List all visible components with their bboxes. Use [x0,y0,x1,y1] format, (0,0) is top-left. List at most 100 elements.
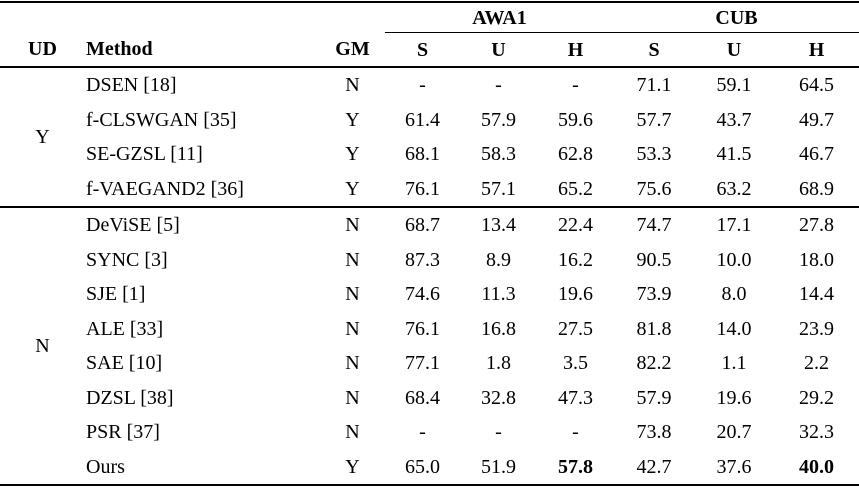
cell-awa1-s: 68.1 [405,143,440,166]
cell-awa1-u: - [495,74,502,97]
table-row: DZSL [38] N 68.4 32.8 47.3 57.9 19.6 29.… [0,381,859,416]
col-header-awa1-u: U [460,32,537,68]
cell-awa1-h: 59.6 [558,108,594,131]
cell-gm: N [345,248,360,271]
col-group-awa1: AWA1 [385,2,615,33]
cell-cub-h: 64.5 [799,74,835,97]
col-header-method: Method [85,32,320,68]
cell-cub-s: 57.7 [636,108,672,131]
table-row: SJE [1] N 74.6 11.3 19.6 73.9 8.0 14.4 [0,277,859,312]
cell-method: SJE [1] [86,283,146,306]
cell-awa1-u: - [495,421,502,444]
cell-gm: Y [345,143,360,166]
col-header-cub-h: H [774,32,859,68]
cell-awa1-u: 32.8 [481,386,516,409]
cell-awa1-s: - [419,74,426,97]
cell-cub-h: 14.4 [799,283,835,306]
cell-awa1-h: - [572,74,579,97]
cell-awa1-u: 1.8 [486,352,511,375]
cell-gm: N [345,352,360,375]
cell-cub-u: 10.0 [716,248,752,271]
cell-method: DSEN [18] [86,74,177,97]
cell-cub-u: 41.5 [716,143,752,166]
column-header-row: UD Method GM S U H S U H [0,32,859,68]
header-spacer [0,2,385,33]
cell-cub-s: 42.7 [636,455,672,478]
table-row: SAE [10] N 77.1 1.8 3.5 82.2 1.1 2.2 [0,346,859,381]
table-row: Y DSEN [18] N - - - 71.1 59.1 64.5 [0,67,859,147]
col-header-gm: GM [320,32,385,68]
cell-cub-s: 81.8 [636,317,672,340]
cell-awa1-s: 68.7 [405,214,440,237]
col-group-cub: CUB [614,2,859,33]
cell-cub-s: 73.9 [636,283,672,306]
cell-cub-u: 43.7 [716,108,752,131]
cell-cub-h: 40.0 [799,455,835,478]
group-ud-y: Y DSEN [18] N - - - 71.1 59.1 64.5 f-CLS… [0,67,859,207]
table-row: f-CLSWGAN [35] Y 61.4 57.9 59.6 57.7 43.… [0,103,859,138]
table-row: SYNC [3] N 87.3 8.9 16.2 90.5 10.0 18.0 [0,243,859,278]
col-header-awa1-s: S [385,32,460,68]
cell-awa1-s: 65.0 [405,455,440,478]
column-group-row: AWA1 CUB [0,2,859,33]
cell-awa1-h: 47.3 [558,386,594,409]
ud-group-label: Y [35,126,50,148]
cell-cub-u: 17.1 [716,214,752,237]
cell-cub-h: 46.7 [799,143,835,166]
cell-method: f-VAEGAND2 [36] [86,177,244,200]
table-header: AWA1 CUB UD Method GM S U H S U H [0,2,859,68]
cell-cub-u: 37.6 [716,455,752,478]
cell-method: DZSL [38] [86,386,174,409]
table-row: PSR [37] N - - - 73.8 20.7 32.3 [0,415,859,450]
cell-gm: N [345,283,360,306]
cell-awa1-h: 62.8 [558,143,594,166]
cell-cub-u: 8.0 [721,283,747,306]
group-ud-n: N DeViSE [5] N 68.7 13.4 22.4 74.7 17.1 … [0,207,859,485]
cell-cub-h: 27.8 [799,214,835,237]
cell-gm: N [345,386,360,409]
cell-method: SE-GZSL [11] [86,143,203,166]
cell-awa1-s: 61.4 [405,108,440,131]
cell-awa1-h: 16.2 [558,248,594,271]
cell-awa1-s: - [419,421,426,444]
cell-awa1-u: 58.3 [481,143,516,166]
cell-awa1-h: 19.6 [558,283,594,306]
cell-gm: N [345,317,360,340]
cell-awa1-s: 76.1 [405,317,440,340]
cell-cub-h: 68.9 [799,177,835,200]
cell-awa1-h: 57.8 [558,455,594,478]
cell-cub-h: 29.2 [799,386,835,409]
cell-awa1-s: 76.1 [405,177,440,200]
cell-method: SYNC [3] [86,248,168,271]
ud-group-label: N [35,335,50,357]
col-header-cub-s: S [614,32,695,68]
cell-awa1-u: 51.9 [481,455,516,478]
table-row: Ours Y 65.0 51.9 57.8 42.7 37.6 40.0 [0,450,859,486]
cell-awa1-s: 77.1 [405,352,440,375]
cell-cub-u: 19.6 [716,386,752,409]
cell-gm: N [345,214,360,237]
cell-cub-s: 57.9 [636,386,672,409]
cell-cub-s: 74.7 [636,214,672,237]
table-row: ALE [33] N 76.1 16.8 27.5 81.8 14.0 23.9 [0,312,859,347]
cell-awa1-u: 57.1 [481,177,516,200]
cell-gm: Y [345,108,360,131]
cell-cub-s: 75.6 [636,177,672,200]
cell-method: Ours [86,455,125,478]
cell-awa1-u: 11.3 [481,283,516,306]
cell-gm: N [345,421,360,444]
cell-cub-s: 71.1 [636,74,672,97]
cell-cub-u: 20.7 [716,421,752,444]
table-row: SE-GZSL [11] Y 68.1 58.3 62.8 53.3 41.5 … [0,137,859,172]
cell-cub-s: 53.3 [636,143,672,166]
cell-cub-h: 23.9 [799,317,835,340]
cell-cub-u: 1.1 [721,352,747,375]
cell-awa1-u: 16.8 [481,317,516,340]
cell-gm: Y [345,177,360,200]
cell-method: SAE [10] [86,352,163,375]
cell-awa1-s: 87.3 [405,248,440,271]
cell-awa1-h: 22.4 [558,214,594,237]
cell-cub-h: 32.3 [799,421,835,444]
table-row: f-VAEGAND2 [36] Y 76.1 57.1 65.2 75.6 63… [0,172,859,208]
